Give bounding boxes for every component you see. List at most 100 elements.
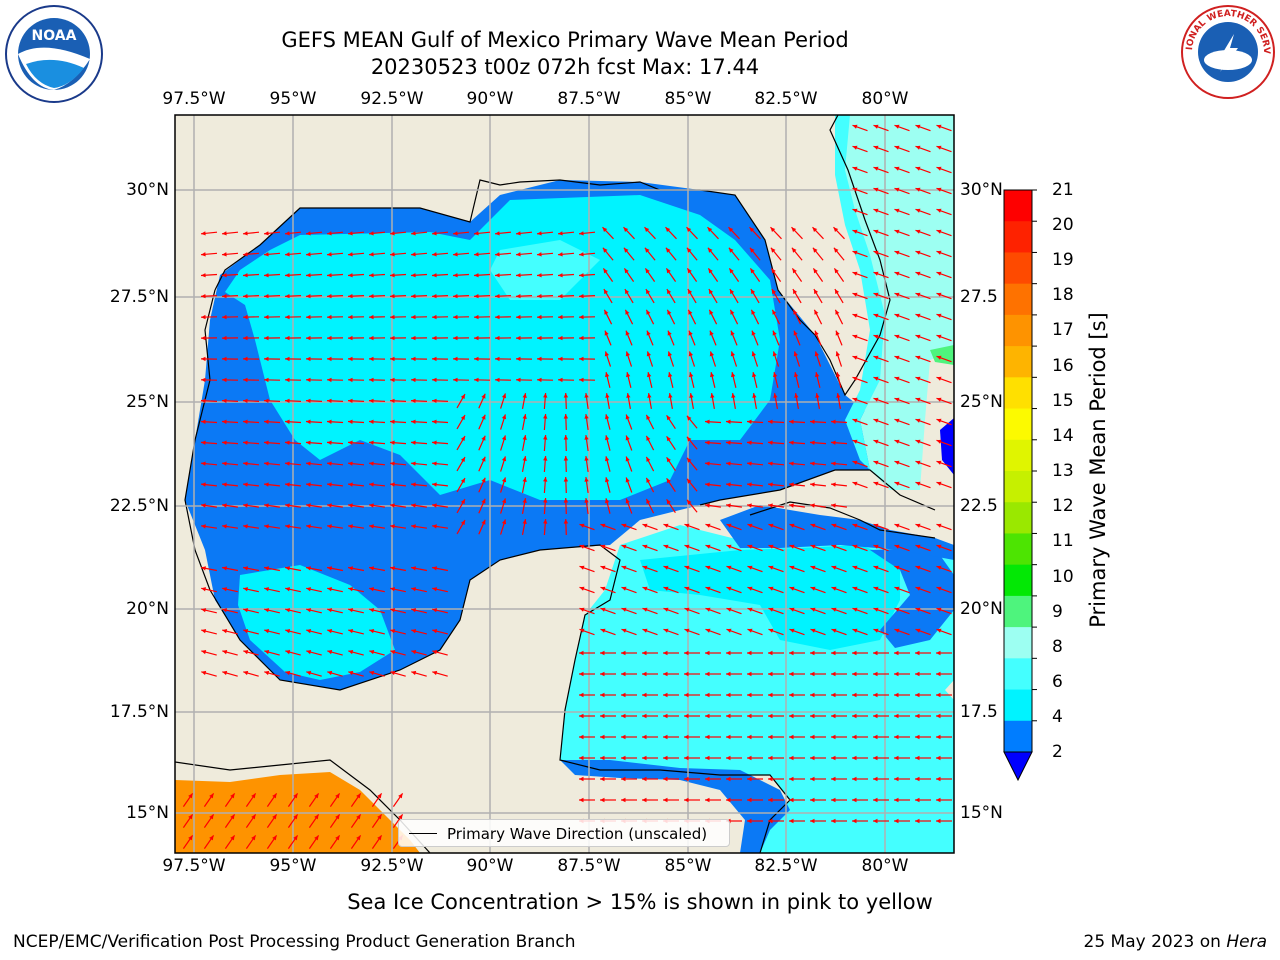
wave-arrow-head [789,734,794,740]
wave-arrow-head [558,356,563,362]
wave-arrow-head [747,503,752,508]
wave-arrow-head [852,208,858,213]
wave-arrow-head [432,314,437,320]
wave-arrow-head [348,231,353,236]
wave-arrow-head [894,292,900,297]
lon-tick-top: 80°W [861,89,909,109]
wave-arrow-head [537,314,542,320]
wave-arrow-head [936,565,942,570]
wave-arrow-head [873,607,879,612]
wave-arrow-head [663,628,669,633]
wave-arrow-head [348,273,353,278]
wave-arrow-head [873,818,878,824]
wave-arrow-head [831,818,836,824]
wave-arrow-head [369,629,375,634]
wave-arrow-head [852,523,858,528]
wave-arrow-head [411,629,417,634]
wave-arrow-head [306,524,311,529]
lat-tick-right: 17.5 [960,702,998,722]
wave-arrow-head [873,271,879,276]
wave-arrow-head [390,356,395,362]
wave-arrow-head [768,713,773,719]
wave-arrow-head [306,503,311,508]
wave-arrow-head [687,268,692,274]
wave-arrow-head [285,566,290,571]
wave-arrow-head [936,607,942,612]
wave-arrow-head [726,523,732,528]
wave-arrow-head [936,250,942,255]
wave-arrow-head [684,650,689,656]
wave-arrow-head [792,268,797,274]
colorbar-title: Primary Wave Mean Period [s] [1086,312,1110,628]
wave-arrow-head [810,482,815,487]
wave-arrow-head [201,314,206,320]
wave-arrow-head [768,692,773,698]
wave-arrow-head [873,376,879,381]
wave-arrow-head [285,356,290,362]
wave-arrow-head [873,460,879,465]
wave-arrow-head [222,314,227,320]
colorbar-segment [1004,533,1032,566]
wave-arrow-head [646,498,651,504]
wave-arrow-head [537,273,542,278]
wave-arrow-head [460,520,465,525]
wave-arrow-head [356,793,361,799]
wave-arrow-head [789,713,794,719]
wave-arrow-head [348,252,353,257]
wave-arrow-head [327,294,332,299]
wave-arrow-head [747,461,752,466]
wave-arrow-head [621,586,627,591]
wave-arrow-head [831,776,836,782]
wave-arrow-head [686,478,692,484]
wave-arrow-head [306,377,311,383]
wave-arrow-head [852,586,858,591]
campeche-period-4-6 [238,565,395,680]
wave-arrow-head [621,776,626,782]
wave-arrow-head [327,231,332,236]
wave-arrow-head [936,124,942,129]
wave-arrow-head [453,335,458,341]
atlantic-period-8-9 [838,115,954,490]
wave-arrow-head [707,227,713,232]
wave-arrow-head [689,372,694,378]
wave-arrow-head [602,227,608,232]
wave-arrow-head [501,477,507,483]
wave-arrow-head [831,565,837,570]
wave-arrow-head [390,482,395,487]
wave-arrow-head [201,398,206,403]
wave-arrow-head [936,376,942,381]
lat-tick-left: 20°N [126,599,169,619]
wave-arrow-head [481,435,486,441]
wave-arrow-head [936,397,942,402]
wave-arrow-head [390,670,396,676]
wave-arrow-head [600,523,606,528]
wave-arrow-head [894,145,900,150]
period-below-2 [940,418,954,475]
wave-arrow-head [243,629,249,634]
wave-arrow-head [516,314,521,320]
wave-arrow-head [264,650,270,655]
wave-arrow-head [537,377,542,383]
wave-arrow-head [852,818,857,824]
wave-arrow-head [726,482,731,487]
colorbar-tick: 4 [1052,707,1063,727]
wave-arrow-head [369,273,374,278]
wave-arrow-head [831,713,836,719]
wave-arrow-head [810,797,815,803]
wave-arrow-head [369,650,375,655]
wave-arrow-head [579,776,584,782]
wave-arrow-head [432,524,437,529]
wave-arrow-head [264,231,269,236]
wave-arrow-head [563,477,569,482]
wave-arrow-head [411,440,416,445]
wave-arrow-head [836,372,841,378]
wave-arrow-head [831,628,837,633]
wave-arrow-head [243,398,248,403]
wave-arrow-head [688,309,693,315]
wave-arrow-head [852,292,858,297]
wave-arrow-head [522,519,527,524]
wave-arrow-head [543,498,548,503]
wave-arrow-head [264,482,269,487]
wave-arrow-head [201,629,207,634]
wave-arrow-head [327,252,332,257]
